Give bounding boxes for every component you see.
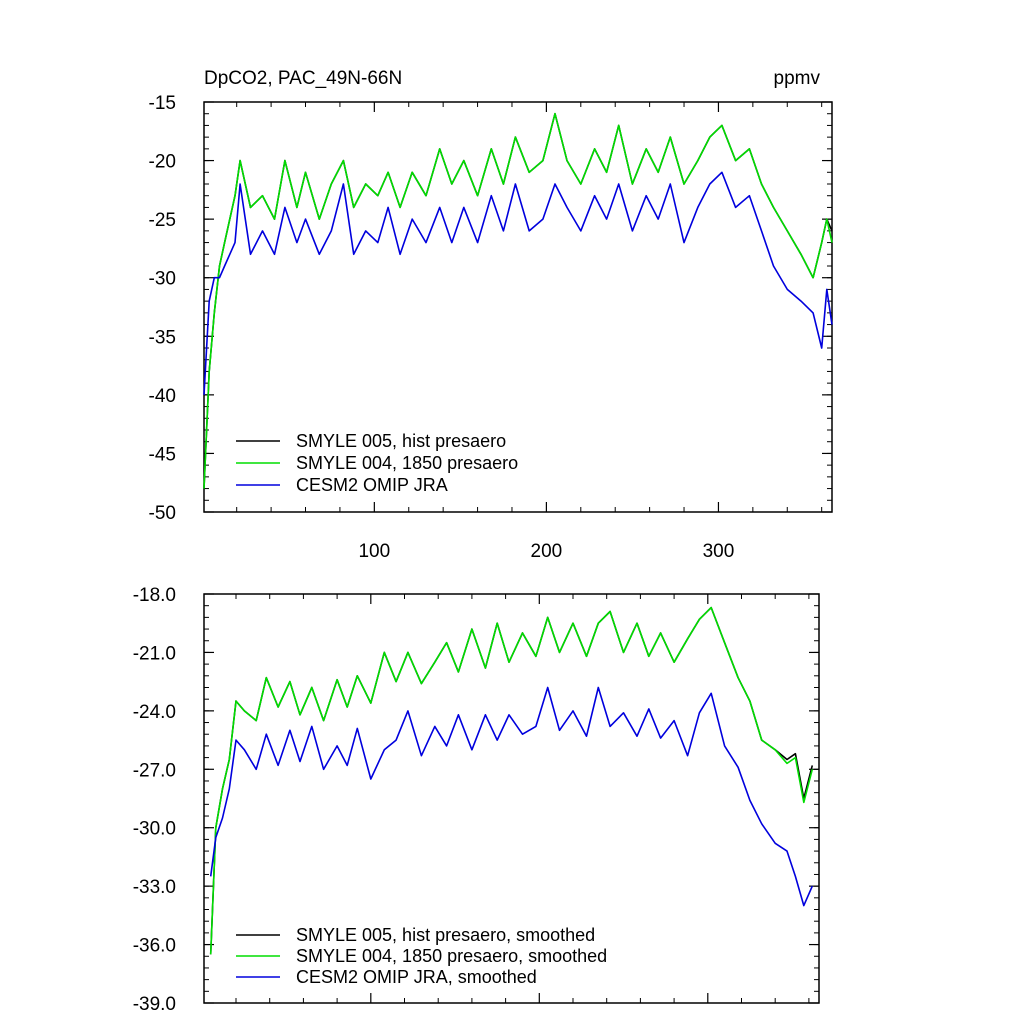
- legend-label: SMYLE 004, 1850 presaero, smoothed: [296, 946, 607, 966]
- x-tick-label: 100: [358, 541, 390, 562]
- y-tick-label: -20: [149, 152, 176, 173]
- series-line-smyle004: [209, 606, 814, 955]
- figure-title: DpCO2, PAC_49N-66N: [204, 68, 402, 89]
- series-line-smyle004: [203, 112, 833, 489]
- legend-label: CESM2 OMIP JRA, smoothed: [296, 967, 537, 987]
- bottom-panel: -18.0 -21.0 -24.0 -27.0 -30.0 -33.0 -36.0 -39.0…: [133, 585, 820, 1015]
- y-tick-label: -27.0: [133, 760, 176, 781]
- units-label: ppmv: [774, 68, 821, 89]
- legend-label: SMYLE 005, hist presaero: [296, 431, 506, 451]
- y-tick-label: -25: [149, 210, 176, 231]
- x-tick-label: 200: [531, 541, 563, 562]
- series-line-cesm2: [203, 171, 833, 395]
- y-tick-label: -18.0: [133, 585, 176, 606]
- series-line-smyle005: [209, 606, 814, 955]
- y-tick-label: -30: [149, 269, 176, 290]
- plot-frame: [203, 593, 820, 1004]
- legend-label: SMYLE 004, 1850 presaero: [296, 453, 518, 473]
- y-tick-label: -35: [149, 327, 176, 348]
- y-tick-label: -21.0: [133, 643, 176, 664]
- legend-label: CESM2 OMIP JRA: [296, 475, 448, 495]
- y-tick-label: -50: [149, 503, 176, 524]
- y-tick-label: -39.0: [133, 994, 176, 1015]
- y-tick-label: -24.0: [133, 702, 176, 723]
- y-tick-label: -30.0: [133, 819, 176, 840]
- y-tick-label: -36.0: [133, 936, 176, 957]
- top-panel: -15 -20 -25 -30 -35 -40 -45 -50 100 200 300 SMYLE 0…: [149, 93, 833, 562]
- plot-frame: [203, 101, 833, 513]
- y-tick-label: -45: [149, 444, 176, 465]
- legend-label: SMYLE 005, hist presaero, smoothed: [296, 925, 595, 945]
- y-tick-label: -40: [149, 386, 176, 407]
- series-line-cesm2: [209, 686, 814, 907]
- y-tick-label: -33.0: [133, 877, 176, 898]
- y-tick-label: -15: [149, 93, 176, 114]
- x-tick-label: 300: [703, 541, 735, 562]
